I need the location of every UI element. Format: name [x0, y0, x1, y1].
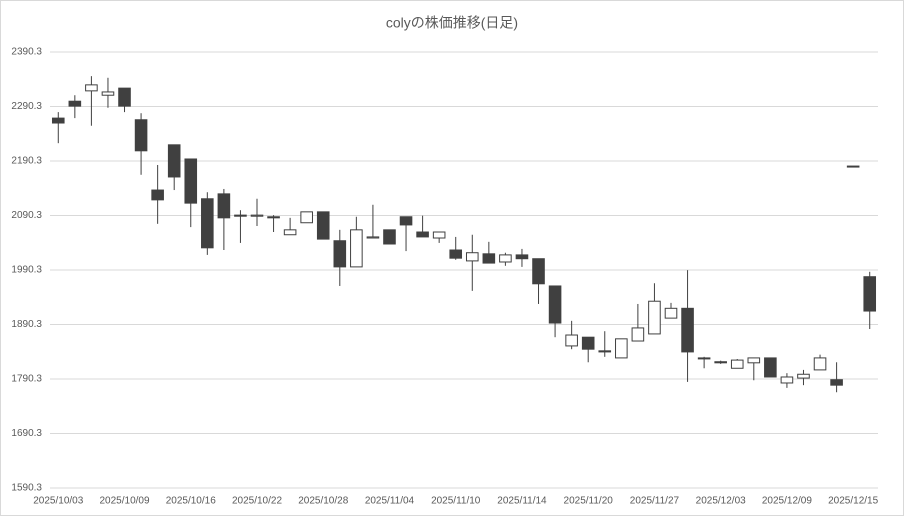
candle-body	[565, 334, 578, 347]
candle-body	[184, 158, 198, 204]
candle-body	[664, 307, 678, 319]
candle-body	[68, 100, 82, 107]
candle-body	[780, 376, 794, 384]
x-tick-label: 2025/11/04	[365, 496, 415, 507]
candle-body	[714, 361, 727, 364]
candle-body	[631, 327, 645, 342]
candle-body	[648, 300, 661, 335]
x-tick-label: 2025/12/09	[762, 496, 812, 507]
y-tick-label: 2390.3	[11, 47, 42, 58]
candle-body	[813, 357, 827, 371]
candle-body	[85, 84, 98, 92]
candle-body	[432, 231, 446, 239]
candle-body	[383, 229, 396, 245]
candle-body	[581, 336, 595, 350]
chart-title: colyの株価推移(日足)	[386, 15, 518, 31]
y-tick-label: 2290.3	[11, 101, 42, 112]
y-tick-label: 1590.3	[11, 483, 42, 494]
candle-body	[283, 229, 297, 236]
candle-body	[465, 252, 479, 262]
candle-body	[416, 231, 429, 238]
x-tick-label: 2025/11/27	[630, 496, 680, 507]
candle-body	[615, 338, 628, 359]
candle-body	[366, 236, 380, 239]
x-tick-label: 2025/11/10	[431, 496, 481, 507]
candle-body	[449, 249, 463, 259]
x-tick-label: 2025/10/03	[33, 496, 83, 507]
candle-body	[151, 189, 164, 201]
candle-body	[118, 87, 131, 107]
candle-body	[217, 193, 231, 219]
candle-body	[300, 211, 313, 224]
candle-body	[863, 276, 877, 312]
candle-body	[598, 350, 612, 353]
x-tick-label: 2025/11/20	[564, 496, 614, 507]
candle-body	[747, 357, 761, 364]
y-tick-label: 1790.3	[11, 374, 42, 385]
x-tick-label: 2025/12/03	[696, 496, 746, 507]
candle-body	[350, 229, 363, 268]
x-tick-label: 2025/10/22	[232, 496, 282, 507]
x-tick-label: 2025/10/28	[298, 496, 348, 507]
candle-body	[267, 216, 280, 219]
candle-body	[482, 253, 496, 264]
candle-body	[764, 357, 777, 378]
candle-body	[548, 285, 562, 324]
candle-body	[846, 165, 860, 168]
candle-body	[797, 373, 810, 379]
candle-body	[499, 254, 512, 263]
candle-body	[201, 198, 214, 249]
y-tick-label: 2090.3	[11, 210, 42, 221]
x-tick-label: 2025/10/09	[99, 496, 149, 507]
candle-body	[515, 254, 529, 260]
candle-body	[234, 214, 247, 217]
candle-body	[333, 240, 347, 268]
x-tick-label: 2025/12/15	[828, 496, 878, 507]
candle-body	[101, 91, 115, 96]
y-tick-label: 1690.3	[11, 428, 42, 439]
candle-body	[681, 307, 694, 353]
candle-body	[134, 119, 148, 152]
candle-body	[250, 214, 264, 217]
candle-body	[316, 211, 330, 240]
candle-body	[830, 379, 843, 386]
x-tick-label: 2025/11/14	[497, 496, 547, 507]
y-tick-label: 1990.3	[11, 265, 42, 276]
y-tick-label: 1890.3	[11, 319, 42, 330]
y-tick-label: 2190.3	[11, 156, 42, 167]
candle-body	[532, 258, 545, 285]
candle-body	[730, 359, 744, 369]
candle-body	[697, 357, 711, 360]
x-tick-label: 2025/10/16	[166, 496, 216, 507]
candle-body	[167, 144, 181, 178]
candle-body	[399, 216, 413, 226]
candle-body	[51, 117, 65, 124]
